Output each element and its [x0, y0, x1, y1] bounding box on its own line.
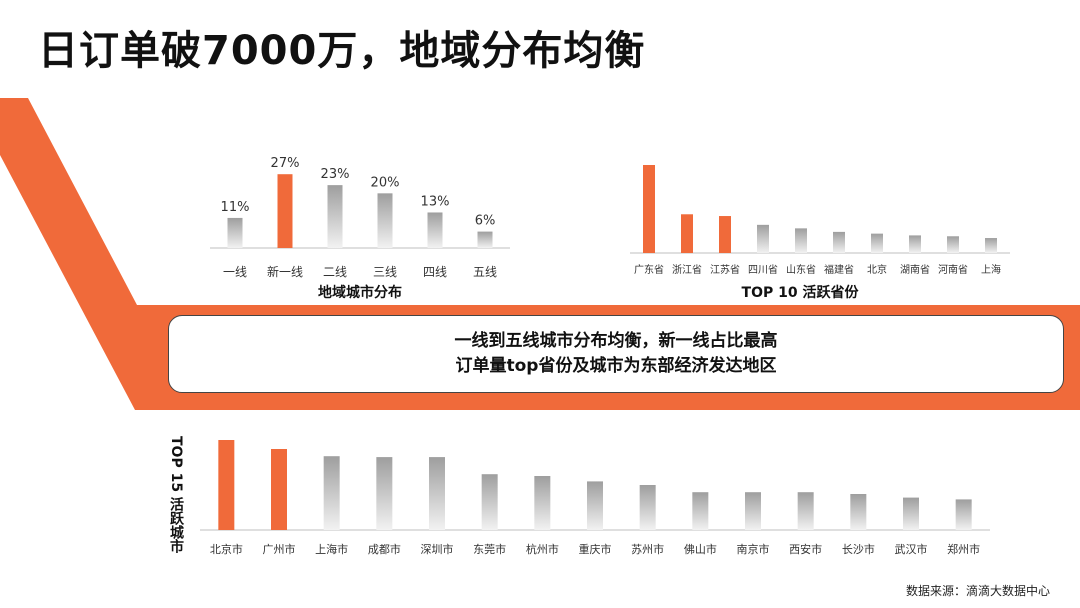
- province-bar: [795, 228, 807, 253]
- city-tier-value-label: 23%: [321, 167, 350, 182]
- province-category-label: 山东省: [786, 263, 816, 276]
- city-category-label: 上海市: [315, 542, 348, 556]
- city-category-label: 重庆市: [579, 542, 612, 556]
- city-category-label: 深圳市: [421, 542, 454, 556]
- city-bar: [903, 497, 919, 530]
- city-category-label: 西安市: [789, 542, 822, 556]
- city-bar: [271, 449, 287, 530]
- city-tier-category-label: 二线: [323, 265, 347, 279]
- city-bar: [218, 440, 235, 530]
- province-bar: [757, 224, 769, 253]
- city-tier-value-label: 20%: [371, 175, 400, 190]
- city-tier-value-label: 6%: [475, 214, 496, 229]
- top-cities-chart-title: TOP 15 活跃城市: [168, 436, 184, 553]
- city-category-label: 成都市: [368, 542, 401, 556]
- summary-line-1: 一线到五线城市分布均衡，新一线占比最高: [454, 331, 778, 351]
- city-tier-bar: [377, 193, 393, 248]
- city-category-label: 苏州市: [631, 542, 664, 556]
- province-category-label: 江苏省: [710, 263, 740, 276]
- city-category-label: 武汉市: [895, 542, 928, 556]
- province-bar: [719, 216, 731, 253]
- city-bar: [639, 485, 656, 530]
- province-bar: [643, 165, 655, 253]
- province-bar: [833, 231, 845, 253]
- province-category-label: 湖南省: [900, 263, 930, 276]
- city-tier-category-label: 四线: [423, 265, 447, 279]
- province-bar: [985, 238, 997, 253]
- city-bar: [745, 492, 761, 530]
- city-tier-value-label: 27%: [271, 156, 300, 171]
- province-bar: [681, 214, 693, 253]
- city-tier-bar: [327, 185, 343, 248]
- summary-box: 一线到五线城市分布均衡，新一线占比最高 订单量top省份及城市为东部经济发达地区: [168, 315, 1064, 393]
- province-category-label: 四川省: [748, 263, 778, 276]
- province-category-label: 河南省: [938, 263, 968, 276]
- city-tier-category-label: 三线: [373, 265, 397, 279]
- province-bar: [909, 235, 921, 253]
- city-tier-chart-svg: 一线 11% 新一线 27% 二线 23% 三线 20% 四线 13% 五线 6%: [210, 156, 510, 279]
- city-category-label: 北京市: [210, 542, 243, 556]
- page-title: 日订单破7000万，地域分布均衡: [38, 28, 646, 74]
- province-category-label: 北京: [867, 263, 887, 276]
- top-cities-chart: 北京市 广州市 上海市 成都市 深圳市 东莞市 杭州市 重庆市 苏州市 佛山市 南京市 西安市 长沙市 武…: [200, 432, 990, 562]
- city-category-label: 东莞市: [473, 542, 506, 556]
- city-tier-bar: [477, 231, 493, 248]
- city-bar: [429, 457, 445, 530]
- city-tier-bar: [227, 217, 243, 248]
- city-tier-bar: [277, 174, 293, 248]
- data-source: 数据来源：滴滴大数据中心: [905, 584, 1050, 598]
- city-bar: [534, 476, 551, 530]
- city-category-label: 佛山市: [684, 542, 717, 556]
- city-bar: [850, 494, 867, 530]
- city-tier-bar: [427, 212, 443, 248]
- city-tier-category-label: 新一线: [267, 264, 303, 279]
- city-category-label: 南京市: [737, 542, 770, 556]
- city-tier-category-label: 一线: [223, 265, 247, 279]
- city-bar: [955, 499, 972, 530]
- top-provinces-chart-title: TOP 10 活跃省份: [741, 285, 859, 301]
- province-bar: [947, 236, 959, 253]
- city-bar: [587, 481, 603, 530]
- top-provinces-chart-svg: 广东省 浙江省 江苏省 四川省 山东省 福建省 北京 湖南省 河南省 上海: [630, 165, 1010, 276]
- province-bar: [871, 233, 883, 253]
- city-category-label: 长沙市: [842, 542, 875, 556]
- top-cities-chart-svg: 北京市 广州市 上海市 成都市 深圳市 东莞市 杭州市 重庆市 苏州市 佛山市 南京市 西安市 长沙市 武…: [200, 440, 990, 556]
- city-category-label: 郑州市: [947, 542, 980, 556]
- province-category-label: 广东省: [634, 263, 664, 276]
- city-tier-value-label: 11%: [221, 200, 250, 215]
- city-tier-category-label: 五线: [473, 265, 497, 279]
- summary-line-2: 订单量top省份及城市为东部经济发达地区: [455, 356, 777, 376]
- city-category-label: 杭州市: [526, 542, 559, 556]
- top-provinces-chart: 广东省 浙江省 江苏省 四川省 山东省 福建省 北京 湖南省 河南省 上海: [630, 160, 1010, 285]
- province-category-label: 浙江省: [672, 263, 702, 276]
- city-bar: [481, 474, 498, 530]
- city-category-label: 广州市: [263, 542, 296, 556]
- city-bar: [376, 457, 393, 530]
- city-tier-chart: 一线 11% 新一线 27% 二线 23% 三线 20% 四线 13% 五线 6%: [210, 140, 520, 290]
- city-bar: [323, 456, 340, 530]
- province-category-label: 上海: [981, 263, 1001, 276]
- province-category-label: 福建省: [824, 263, 854, 276]
- city-tier-chart-title: 地域城市分布: [318, 285, 402, 301]
- city-bar: [692, 492, 709, 530]
- city-bar: [797, 492, 814, 530]
- city-tier-value-label: 13%: [421, 194, 450, 209]
